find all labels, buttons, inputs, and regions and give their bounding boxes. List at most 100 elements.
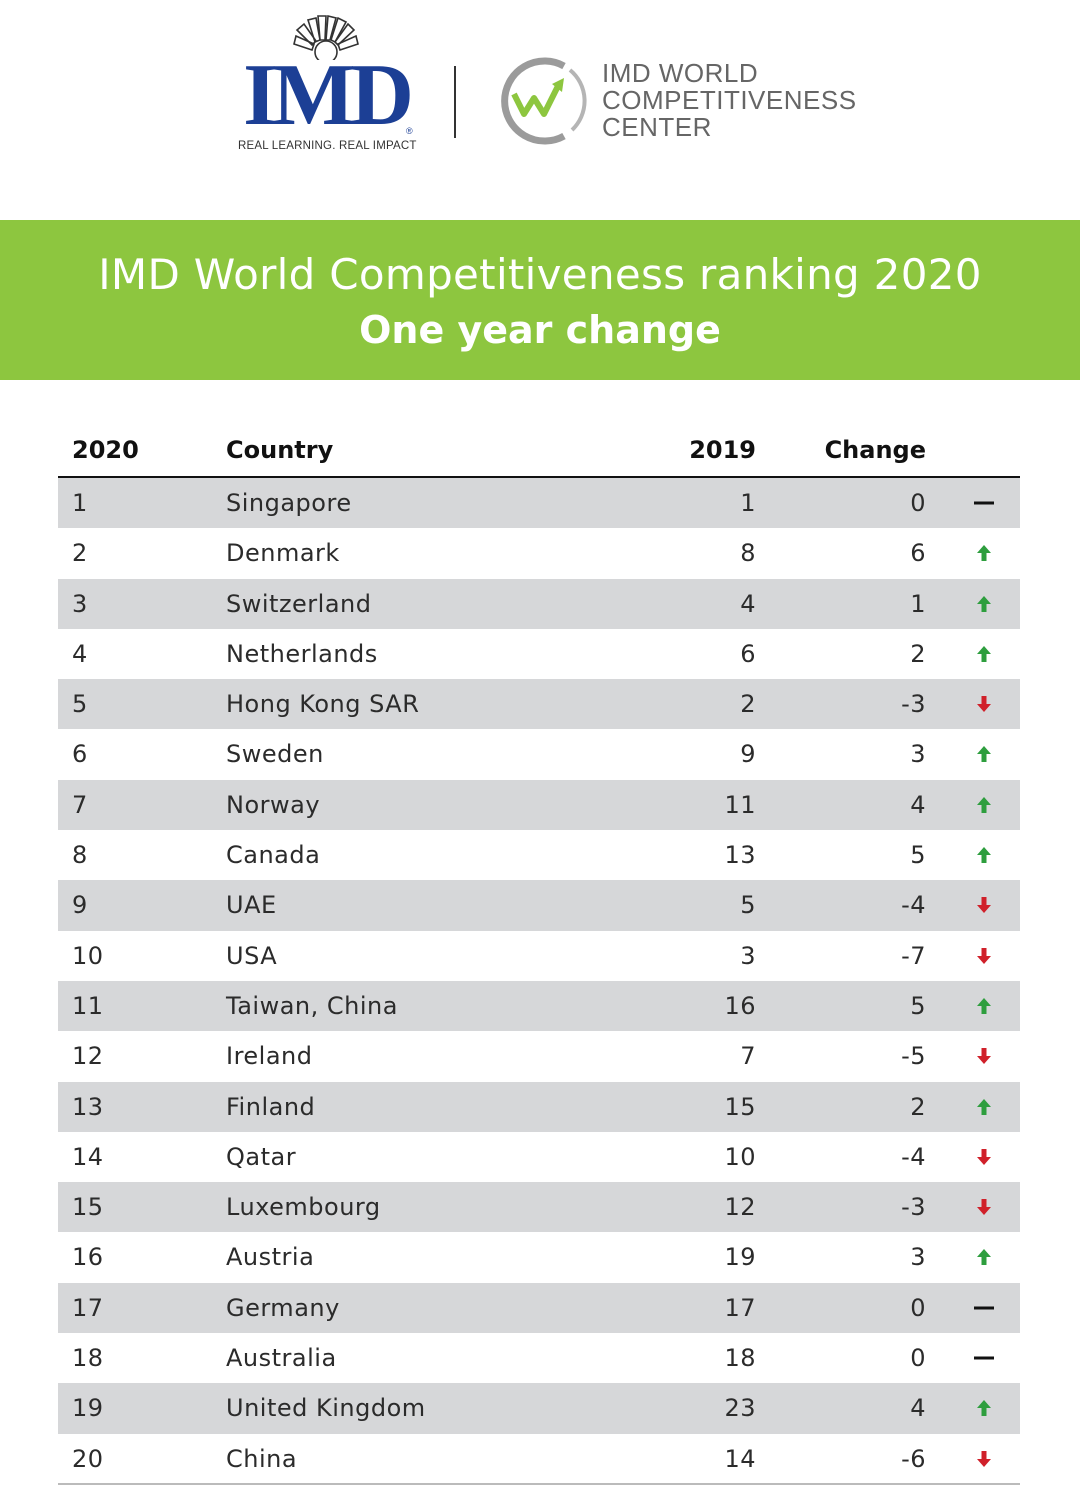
country-cell: Singapore [226,489,352,517]
rank-2019-cell: 10 [724,1142,756,1171]
change-cell: 4 [910,1394,926,1423]
country-cell: China [226,1444,298,1473]
change-cell: -3 [901,1193,926,1222]
rank-2020-cell: 16 [72,1243,104,1272]
table-row: 2 Denmark 8 6 [58,528,1020,578]
rank-2019-cell: 4 [740,589,756,618]
change-cell: 2 [910,1092,926,1121]
country-cell: Australia [226,1344,337,1373]
rank-2020-cell: 14 [72,1142,104,1171]
rank-2020-cell: 9 [72,891,88,920]
imd-fan-icon [293,14,359,60]
table-row: 4 Netherlands 6 2 [58,629,1020,679]
arrow-down-icon [977,947,991,964]
table-bottom-rule [58,1483,1020,1485]
change-cell: -3 [901,690,926,719]
no-change-dash-icon [974,1306,994,1310]
table-row: 13 Finland 15 2 [58,1081,1020,1132]
table-row: 16 Austria 19 3 [58,1232,1020,1282]
rank-2020-cell: 5 [72,690,88,719]
arrow-down-icon [977,1450,991,1467]
country-cell: Canada [226,841,321,870]
country-cell: Denmark [226,539,340,568]
imd-wordmark: IMD [243,47,414,144]
change-cell: -4 [901,891,926,920]
title-banner [0,220,1080,380]
country-cell: Qatar [226,1142,297,1171]
rank-2019-cell: 6 [740,639,756,668]
change-cell: 2 [910,639,926,668]
rank-2019-cell: 23 [724,1394,756,1423]
wcc-wordmark: IMD WORLD COMPETITIVENESS CENTER [602,60,857,141]
arrow-up-icon [977,1400,991,1417]
rank-2019-cell: 19 [724,1243,756,1272]
rank-2020-cell: 1 [72,489,88,517]
rank-2019-cell: 17 [724,1293,756,1322]
table-row: 19 United Kingdom 23 4 [58,1383,1020,1434]
country-cell: Finland [226,1092,316,1121]
header-country: Country [226,436,334,464]
change-cell: 5 [910,991,926,1020]
table-row: 1 Singapore 1 0 [58,478,1020,529]
arrow-down-icon [977,696,991,713]
rank-2020-cell: 4 [72,639,88,668]
country-cell: Taiwan, China [226,991,398,1020]
change-cell: 0 [910,489,926,517]
country-cell: Norway [226,790,321,819]
change-cell: -5 [901,1042,926,1071]
rank-2019-cell: 14 [724,1444,756,1473]
rank-2019-cell: 13 [724,841,756,870]
rank-2020-cell: 11 [72,991,104,1020]
registered-mark: ® [406,126,413,136]
table-row: 11 Taiwan, China 16 5 [58,980,1020,1032]
arrow-up-icon [977,545,991,562]
rank-2020-cell: 3 [72,589,88,618]
rank-2020-cell: 10 [72,941,104,970]
wcc-line-2: COMPETITIVENESS [602,85,857,115]
rank-2019-cell: 7 [740,1042,756,1071]
rank-2019-cell: 11 [724,790,756,819]
rank-2019-cell: 18 [724,1344,756,1373]
rank-2020-cell: 18 [72,1344,104,1373]
change-cell: -4 [901,1142,926,1171]
rank-2020-cell: 20 [72,1444,104,1473]
table-row: 9 UAE 5 -4 [58,880,1020,931]
country-cell: Sweden [226,740,324,769]
header-change: Change [824,436,926,464]
rank-2019-cell: 12 [724,1193,756,1222]
arrow-up-icon [977,746,991,763]
rank-2020-cell: 8 [72,841,88,870]
country-cell: Netherlands [226,639,378,668]
arrow-up-icon [977,1098,991,1115]
imd-logo: IMD ® REAL LEARNING. REAL IMPACT [236,14,416,160]
country-cell: Luxembourg [226,1193,381,1222]
country-cell: Austria [226,1243,315,1272]
country-cell: Ireland [226,1042,313,1071]
table-row: 12 Ireland 7 -5 [58,1031,1020,1081]
country-cell: Hong Kong SAR [226,690,420,719]
table-row: 8 Canada 13 5 [58,830,1020,880]
arrow-up-icon [977,997,991,1014]
arrow-down-icon [977,1148,991,1165]
rank-2020-cell: 2 [72,539,88,568]
change-cell: -6 [901,1444,926,1473]
page-title: IMD World Competitiveness ranking 2020 [98,250,982,299]
table-row: 15 Luxembourg 12 -3 [58,1182,1020,1233]
wcc-logo-icon [501,57,587,145]
change-cell: 1 [910,589,926,618]
rank-2019-cell: 16 [724,991,756,1020]
country-cell: UAE [226,891,277,920]
table-header: 2020 Country 2019 Change [58,430,1020,479]
rank-2020-cell: 15 [72,1193,104,1222]
header-2019: 2019 [689,436,756,464]
change-cell: 3 [910,740,926,769]
imd-tagline: REAL LEARNING. REAL IMPACT [238,140,417,152]
ranking-table: 1 Singapore 1 0 2 Denmark 8 6 3 Switzerland 4 1 4 Net… [58,478,1020,1484]
rank-2020-cell: 12 [72,1042,104,1071]
page-subtitle: One year change [359,308,721,352]
arrow-up-icon [977,645,991,662]
table-row: 17 Germany 17 0 [58,1282,1020,1334]
change-cell: 4 [910,790,926,819]
rank-2019-cell: 9 [740,740,756,769]
arrow-down-icon [977,1199,991,1216]
